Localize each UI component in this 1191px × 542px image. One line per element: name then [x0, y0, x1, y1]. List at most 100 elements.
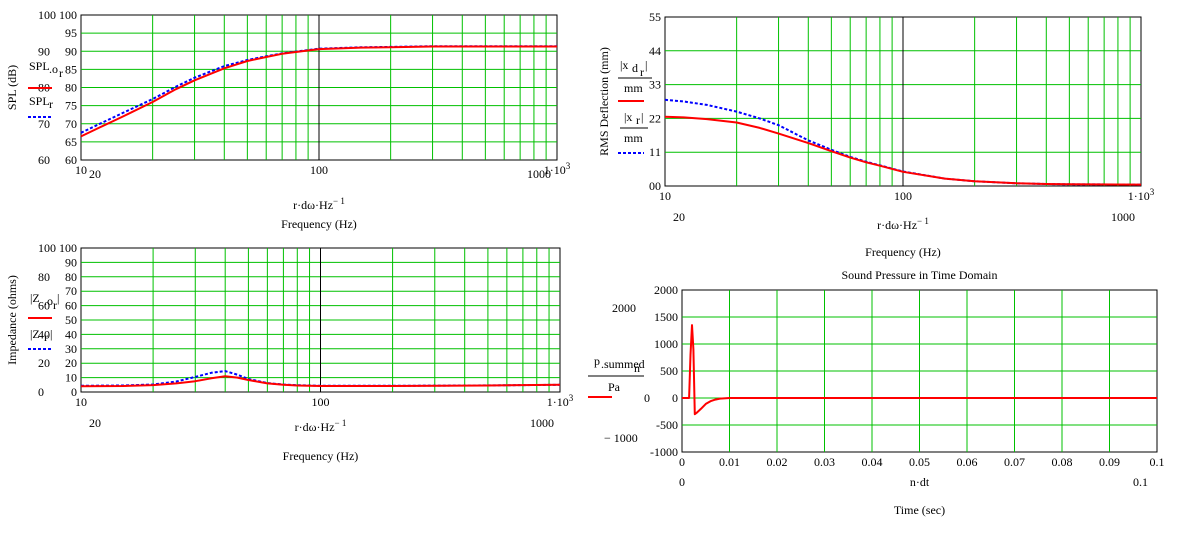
- legend-text: |Z: [30, 291, 40, 305]
- series: [80, 45, 557, 138]
- x-extra-label: 20: [673, 210, 685, 224]
- y-extra-label: 2: [649, 111, 655, 125]
- y-tick-label: 60: [65, 299, 77, 313]
- x-axis-expression: r·dω·Hz− 1: [293, 196, 345, 212]
- x-axis-expression: r·dω·Hz− 1: [295, 418, 347, 434]
- legend-text-sub: d: [632, 61, 638, 75]
- y-tick-label: 90: [65, 255, 77, 269]
- y-tick-label: 1: [655, 145, 661, 159]
- y-tick-label: 5: [655, 10, 661, 24]
- y-tick-label: 60: [65, 153, 77, 167]
- y-extra-label: 100: [38, 8, 56, 22]
- y-extra-label: 0: [649, 179, 655, 193]
- y-tick-label: 100: [59, 8, 77, 22]
- legend-text-sub: r: [59, 66, 63, 80]
- y-tick-label: 2: [655, 111, 661, 125]
- y-tick-label: 30: [65, 342, 77, 356]
- y-tick-label: -500: [656, 418, 678, 432]
- y-tick-label: 3: [655, 78, 661, 92]
- x-axis-expression: r·dω·Hz− 1: [877, 216, 929, 232]
- y-tick-label: 0: [672, 391, 678, 405]
- legend-text-sub: .summed: [601, 357, 645, 371]
- y-extra-label: 3: [649, 78, 655, 92]
- legend-text-sub: r: [44, 330, 48, 344]
- x-tick-label: 0.06: [957, 455, 978, 469]
- x-extra-label: 20: [89, 167, 101, 181]
- legend-text: |: [50, 327, 52, 341]
- y-extra-label: 5: [649, 10, 655, 24]
- y-extra-label: 2000: [612, 301, 636, 315]
- x-extra-label: 1000: [527, 167, 551, 181]
- y-tick-label: -1000: [650, 445, 678, 459]
- chart-title: Sound Pressure in Time Domain: [841, 268, 997, 282]
- series: [664, 98, 1142, 186]
- x-extra-label: 0: [679, 475, 685, 489]
- y-tick-label: 80: [65, 81, 77, 95]
- legend-text: SPL: [29, 59, 50, 73]
- legend-text-sub: r: [53, 298, 57, 312]
- y-tick-label: 75: [65, 99, 77, 113]
- legend-text: p: [594, 354, 600, 368]
- y-extra-label: 1: [649, 145, 655, 159]
- y-extra-label: 0: [38, 385, 44, 399]
- y-tick-label: 4: [655, 44, 661, 58]
- y-tick-label: 1000: [654, 337, 678, 351]
- x-tick-label: 0.1: [1150, 455, 1165, 469]
- series: [682, 324, 1157, 416]
- series-line-blue: [664, 98, 1142, 186]
- y-tick-label: 95: [65, 26, 77, 40]
- legend-text-sub: .o: [44, 294, 53, 308]
- x-axis-title: Frequency (Hz): [865, 245, 941, 259]
- x-tick-label: 1·103: [547, 393, 574, 409]
- y-tick-label: 500: [660, 364, 678, 378]
- legend-text: |x: [624, 110, 632, 124]
- legend-text: |Z: [30, 327, 40, 341]
- series-line-red: [80, 375, 561, 388]
- legend-text: |x: [620, 58, 628, 72]
- y-extra-label: 90: [38, 44, 50, 58]
- y-tick-label: 10: [65, 371, 77, 385]
- y-axis-title: SPL (dB): [5, 65, 19, 110]
- x-tick-label: 10: [75, 163, 87, 177]
- gridlines: [81, 15, 557, 160]
- x-tick-label: 0.08: [1052, 455, 1073, 469]
- y-extra-label: 60: [38, 299, 50, 313]
- series-line-red: [664, 115, 1142, 186]
- legend-text: SPL: [29, 94, 50, 108]
- y-tick-label: 0: [655, 179, 661, 193]
- y-extra-label: − 1000: [604, 431, 638, 445]
- y-tick-label: 2000: [654, 283, 678, 297]
- x-axis-title: Frequency (Hz): [283, 449, 359, 463]
- y-tick-label: 40: [65, 327, 77, 341]
- y-extra-label: 0: [644, 391, 650, 405]
- y-tick-label: 20: [65, 356, 77, 370]
- series-line-red: [80, 45, 557, 138]
- y-extra-label: 20: [38, 356, 50, 370]
- x-tick-label: 0.01: [719, 455, 740, 469]
- y-tick-label: 0: [71, 385, 77, 399]
- y-extra-label: 80: [38, 270, 50, 284]
- x-tick-label: 10: [659, 189, 671, 203]
- x-tick-label: 0.05: [909, 455, 930, 469]
- legend-text: mm: [624, 81, 643, 95]
- legend: |x d r |mm|x r |mm: [618, 58, 652, 154]
- y-extra-label: 4: [649, 44, 655, 58]
- gridlines: [665, 17, 1141, 186]
- y-extra-label: 60: [38, 153, 50, 167]
- y-tick-label: 70: [65, 117, 77, 131]
- x-extra-label: 20: [89, 416, 101, 430]
- x-tick-label: 100: [312, 395, 330, 409]
- y-tick-label: 85: [65, 62, 77, 76]
- legend-text-sub: r: [636, 113, 640, 127]
- x-tick-label: 0.02: [767, 455, 788, 469]
- y-tick-label: 90: [65, 44, 77, 58]
- x-tick-label: 1·103: [1128, 187, 1155, 203]
- x-axis-title: Time (sec): [894, 503, 945, 517]
- y-extra-label: 40: [38, 327, 50, 341]
- legend-text: |: [645, 58, 647, 72]
- x-tick-label: 0.09: [1099, 455, 1120, 469]
- y-tick-label: 100: [59, 241, 77, 255]
- series: [80, 370, 561, 388]
